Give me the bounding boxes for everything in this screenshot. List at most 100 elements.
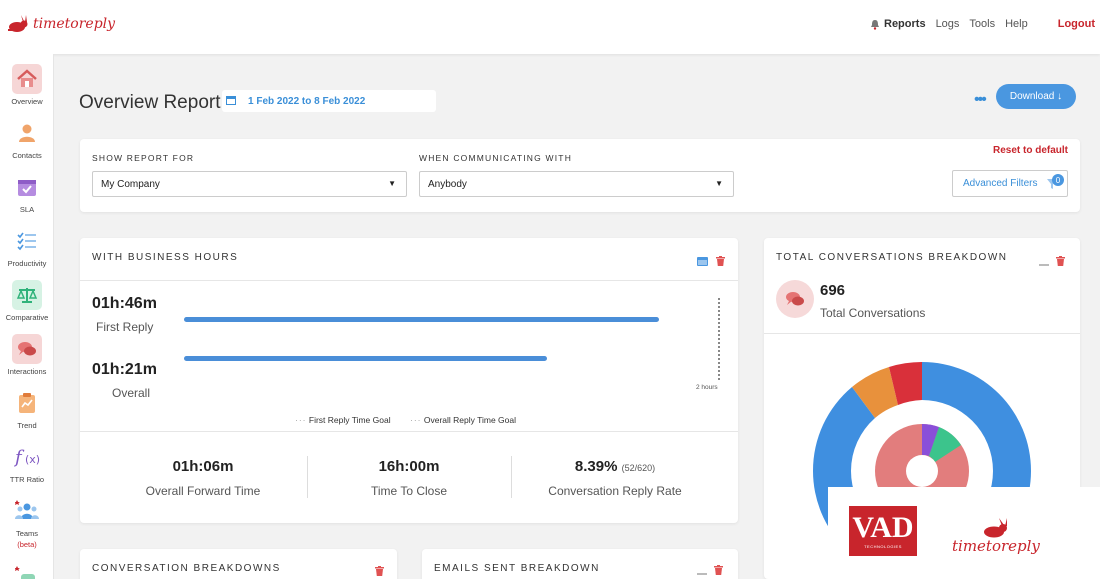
inner-segment-purple: [922, 423, 939, 456]
overall-label: Overall: [112, 386, 151, 400]
emails-sent-breakdown-title: EMAILS SENT BREAKDOWN: [434, 563, 600, 574]
minimize-icon[interactable]: [1039, 253, 1049, 271]
home-icon: [12, 64, 42, 94]
beta-badge: (beta): [17, 540, 37, 549]
nav-reports[interactable]: Reports: [870, 18, 926, 30]
nav-reports-label: Reports: [884, 18, 926, 30]
show-report-for-value: My Company: [101, 178, 160, 190]
first-reply-value: 01h:46m: [92, 295, 157, 312]
inner-segment-green: [929, 427, 961, 462]
reset-to-default-link[interactable]: Reset to default: [992, 145, 1068, 156]
top-nav-links: Reports Logs Tools Help Logout: [860, 18, 1100, 30]
scales-icon: [12, 280, 42, 310]
more-options-icon[interactable]: •••: [974, 91, 987, 108]
goal-tick-label: 2 hours: [696, 384, 718, 391]
panel-divider: [80, 280, 738, 281]
delete-icon[interactable]: [1056, 253, 1065, 271]
stat-label: Time To Close: [370, 484, 448, 498]
stat-label: Overall Forward Time: [145, 484, 261, 498]
minimize-icon[interactable]: [697, 562, 707, 579]
show-report-for-label: SHOW REPORT FOR: [92, 153, 195, 163]
app-logo[interactable]: timetoreply: [6, 14, 115, 34]
delete-icon[interactable]: [375, 563, 384, 579]
watermark-logo-text: timetoreply: [952, 537, 1040, 555]
delete-icon[interactable]: [716, 253, 725, 271]
donut-center: [906, 455, 938, 487]
sidebar-item-label: SLA: [19, 205, 35, 214]
sidebar-item-trend[interactable]: Trend: [0, 388, 54, 430]
sidebar-item-interactions[interactable]: Interactions: [0, 334, 54, 376]
communicating-with-value: Anybody: [428, 178, 467, 190]
total-conversations-label: Total Conversations: [820, 306, 926, 320]
vad-logo-text: VAD: [852, 510, 914, 544]
date-range-text: 1 Feb 2022 to 8 Feb 2022: [248, 95, 366, 107]
panel-actions: [697, 562, 723, 579]
panel-actions: [1039, 253, 1065, 271]
sidebar-item-label: Trend: [17, 421, 37, 430]
chat-bubbles-icon: [776, 280, 814, 318]
sidebar-item-extra[interactable]: [0, 562, 54, 579]
logout-link[interactable]: Logout: [1057, 18, 1095, 30]
vad-logo-subtext: TECHNOLOGIES: [864, 543, 902, 549]
sparkle-icon: [12, 562, 42, 579]
sidebar-item-teams[interactable]: Teams (beta): [0, 496, 54, 549]
show-report-for-select[interactable]: My Company ▼: [92, 171, 407, 197]
sidebar-item-label: Teams: [15, 529, 39, 538]
sidebar-item-comparative[interactable]: Comparative: [0, 280, 54, 322]
sidebar-item-label: Comparative: [5, 313, 49, 322]
rabbit-logo-icon: [983, 518, 1007, 538]
team-icon: [12, 496, 42, 526]
sidebar-item-ttr-ratio[interactable]: f (x) TTR Ratio: [0, 442, 54, 484]
sla-calendar-icon: [12, 172, 42, 202]
sidebar-item-sla[interactable]: SLA: [0, 172, 54, 214]
overall-bar: [184, 356, 547, 361]
date-range-picker[interactable]: 1 Feb 2022 to 8 Feb 2022: [222, 90, 436, 112]
total-conversations-count: 696: [820, 282, 846, 299]
communicating-with-label: WHEN COMMUNICATING WITH: [419, 153, 573, 163]
svg-text:(x): (x): [25, 453, 40, 466]
stat-divider: [307, 456, 308, 498]
stat-label: Conversation Reply Rate: [548, 484, 682, 498]
stat-value: 16h:00m: [378, 458, 440, 475]
stat-value: 8.39%: [574, 458, 618, 475]
stat-value: 01h:06m: [172, 458, 234, 475]
nav-tools[interactable]: Tools: [969, 18, 996, 30]
sidebar-item-productivity[interactable]: Productivity: [0, 226, 54, 268]
legend-overall-goal: ··· Overall Reply Time Goal: [410, 415, 516, 425]
sidebar-item-label: TTR Ratio: [9, 475, 45, 484]
sidebar-item-overview[interactable]: Overview: [0, 64, 54, 106]
sidebar-item-label: Interactions: [7, 367, 47, 376]
page-title: Overview Report: [79, 92, 221, 113]
legend-label: First Reply Time Goal: [308, 415, 391, 425]
sidebar-item-contacts[interactable]: Contacts: [0, 118, 54, 160]
nav-help[interactable]: Help: [1005, 18, 1028, 30]
sidebar: Overview Contacts SLA Productivity Compa…: [0, 54, 54, 579]
contacts-icon: [12, 118, 42, 148]
panel-divider: [764, 333, 1080, 334]
vad-logo: VAD TECHNOLOGIES: [849, 506, 917, 556]
delete-icon[interactable]: [714, 562, 723, 579]
calendar-icon: [226, 95, 236, 108]
stat-subvalue: (52/620): [621, 463, 656, 473]
nav-logs[interactable]: Logs: [935, 18, 960, 30]
panel-actions: [697, 253, 725, 271]
fx-icon: f (x): [12, 442, 42, 472]
advanced-filters-count: 0: [1052, 174, 1064, 186]
conversation-breakdowns-title: CONVERSATION BREAKDOWNS: [92, 563, 281, 574]
bell-icon: [871, 19, 879, 30]
filter-panel: SHOW REPORT FOR My Company ▼ WHEN COMMUN…: [80, 139, 1080, 212]
communicating-with-select[interactable]: Anybody ▼: [419, 171, 734, 197]
svg-text:f: f: [14, 447, 25, 468]
chat-bubbles-icon: [12, 334, 42, 364]
sidebar-item-label: Contacts: [12, 151, 42, 160]
advanced-filters-button[interactable]: Advanced Filters 0: [952, 170, 1068, 197]
card-view-icon[interactable]: [697, 253, 708, 271]
business-hours-title: WITH BUSINESS HOURS: [92, 252, 239, 263]
emails-sent-breakdown-panel: EMAILS SENT BREAKDOWN: [422, 549, 738, 579]
dotted-legend-icon: ···: [410, 415, 422, 425]
download-button[interactable]: Download ↓: [996, 84, 1076, 109]
timetoreply-watermark-logo: timetoreply: [952, 517, 1040, 555]
first-reply-bar: [184, 317, 659, 322]
business-hours-panel: WITH BUSINESS HOURS 01h:46m First Reply …: [80, 238, 738, 523]
legend-label: Overall Reply Time Goal: [423, 415, 516, 425]
